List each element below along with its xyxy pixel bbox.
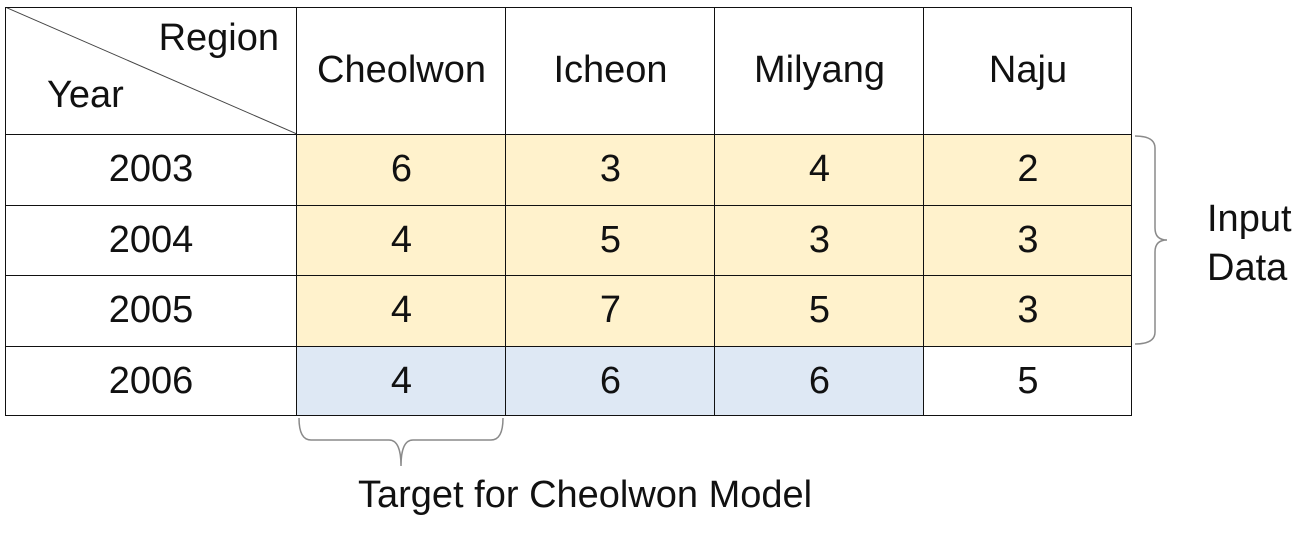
table-cell: 6 <box>715 346 924 416</box>
table-cell: 5 <box>506 205 715 275</box>
column-header-naju: Naju <box>988 49 1068 91</box>
corner-column-header: Region <box>158 17 279 59</box>
table-cell: 5 <box>715 275 924 346</box>
table-border <box>5 134 1132 135</box>
input-data-label: Input Data <box>1207 195 1292 293</box>
column-header-milyang: Milyang <box>754 49 885 91</box>
table-cell: 2 <box>924 134 1132 205</box>
target-brace <box>298 417 504 467</box>
table-cell: 5 <box>924 346 1132 416</box>
table-cell: 4 <box>715 134 924 205</box>
table-border <box>5 7 6 416</box>
column-header-cheolwon: Cheolwon <box>317 49 486 91</box>
row-year-2003: 2003 <box>108 148 194 190</box>
table-border <box>5 205 1132 206</box>
table-cell: 3 <box>715 205 924 275</box>
row-year-2005: 2005 <box>108 289 194 331</box>
corner-header-cell: Region Year <box>5 7 297 134</box>
table-border <box>296 7 297 416</box>
input-data-brace <box>1134 135 1168 345</box>
table-border <box>505 7 506 416</box>
table-cell: 3 <box>924 205 1132 275</box>
input-data-label-line1: Input <box>1207 198 1292 240</box>
row-year-2006: 2006 <box>108 359 194 402</box>
table-border <box>5 415 1132 416</box>
table-cell: 4 <box>297 346 506 416</box>
table-cell: 6 <box>506 346 715 416</box>
table-cell: 6 <box>297 134 506 205</box>
table-border <box>5 346 1132 347</box>
data-table: Region Year Cheolwon Icheon Milyang Naju… <box>5 7 1132 416</box>
table-cell: 7 <box>506 275 715 346</box>
table-border <box>1131 7 1132 416</box>
table-border <box>5 275 1132 276</box>
table-cell: 3 <box>924 275 1132 346</box>
input-data-label-line2: Data <box>1207 247 1288 289</box>
table-border <box>5 7 1132 8</box>
row-year-2004: 2004 <box>108 218 194 261</box>
target-label: Target for Cheolwon Model <box>358 474 813 516</box>
table-cell: 3 <box>506 134 715 205</box>
corner-diagonal-line <box>5 7 297 134</box>
corner-row-header: Year <box>47 74 124 116</box>
table-border <box>923 7 924 416</box>
table-cell: 4 <box>297 275 506 346</box>
column-header-icheon: Icheon <box>553 49 668 91</box>
table-border <box>714 7 715 416</box>
table-cell: 4 <box>297 205 506 275</box>
